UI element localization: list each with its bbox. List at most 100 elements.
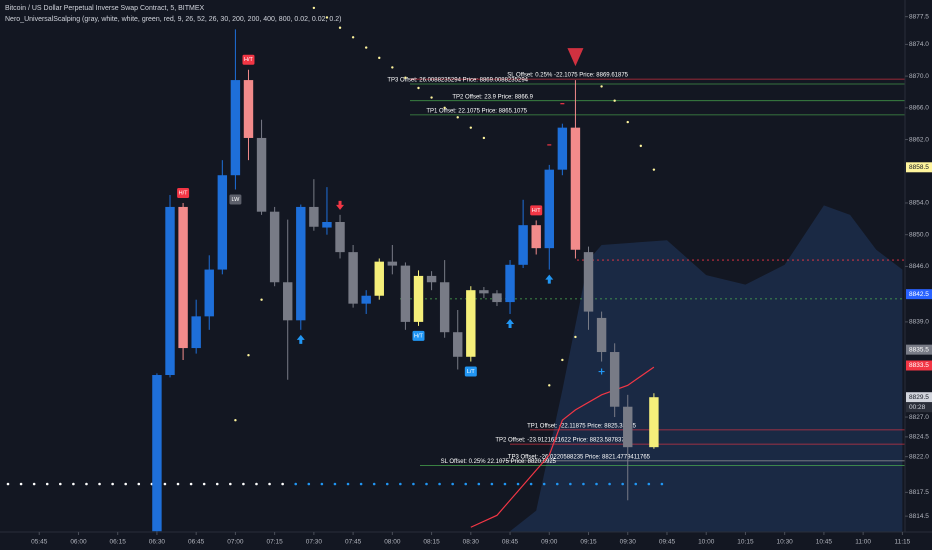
indicator-dot bbox=[59, 482, 62, 486]
x-tick-label: 09:45 bbox=[659, 539, 676, 546]
indicator-dot bbox=[137, 482, 141, 486]
sar-dot bbox=[456, 116, 459, 119]
sar-dot bbox=[351, 36, 355, 39]
sar-dot bbox=[548, 384, 551, 387]
y-tick-label: 8877.5 bbox=[909, 13, 929, 20]
sar-dot bbox=[338, 26, 342, 29]
indicator-dot bbox=[555, 482, 559, 486]
candle-body bbox=[596, 317, 607, 353]
candle-body bbox=[609, 352, 620, 407]
arrow-up bbox=[506, 318, 515, 328]
candle-body bbox=[518, 225, 528, 265]
signal-badge bbox=[242, 54, 255, 65]
candle-body bbox=[296, 206, 306, 321]
x-tick-label: 07:00 bbox=[227, 539, 244, 546]
indicator-dot bbox=[111, 482, 114, 486]
candle-body bbox=[204, 269, 214, 317]
candle-body bbox=[269, 211, 280, 283]
indicator-dot bbox=[163, 482, 167, 486]
level-label: SL Offset: 0.25% 22.1075 Price: 8820.892… bbox=[441, 459, 557, 465]
arrow-up bbox=[296, 334, 305, 344]
indicator-dot bbox=[19, 482, 23, 486]
price-tag-label: 8829.5 bbox=[909, 394, 929, 401]
x-tick-label: 07:45 bbox=[345, 539, 362, 546]
indicator-dot bbox=[215, 482, 219, 486]
arrow-up bbox=[545, 274, 554, 284]
indicator-dot bbox=[438, 482, 441, 486]
sar-dot bbox=[404, 76, 407, 79]
indicator-dot bbox=[503, 482, 507, 486]
sar-dot bbox=[234, 419, 237, 422]
x-tick-label: 06:15 bbox=[110, 539, 127, 546]
indicator-dot bbox=[6, 482, 10, 486]
x-tick-label: 11:15 bbox=[894, 539, 910, 546]
signal-label: H/T bbox=[244, 57, 254, 63]
candle-body bbox=[387, 261, 398, 266]
level-label: TP2 Offset: -23.9121621622 Price: 8823.5… bbox=[495, 438, 628, 444]
price-tag bbox=[906, 289, 932, 300]
candle-body bbox=[165, 206, 175, 376]
indicator-dot bbox=[595, 482, 598, 486]
candle-body bbox=[374, 261, 384, 296]
x-tick-label: 08:00 bbox=[384, 539, 401, 546]
candle-body bbox=[322, 221, 332, 228]
sar-dot bbox=[364, 46, 368, 49]
indicator-dot bbox=[307, 482, 311, 486]
y-tick-label: 8862.0 bbox=[909, 136, 929, 143]
indicator-dot bbox=[490, 482, 494, 486]
candle-body bbox=[152, 375, 162, 532]
price-tag-label: 8835.5 bbox=[909, 346, 929, 353]
plot-area: SL Offset: 0.25% -22.1075 Price: 8869.61… bbox=[6, 6, 905, 532]
triangle-down bbox=[567, 48, 584, 67]
candle-body bbox=[583, 252, 594, 312]
cloud-area bbox=[510, 205, 903, 532]
y-tick-label: 8824.5 bbox=[909, 434, 929, 441]
x-tick-label: 11:00 bbox=[855, 539, 871, 546]
candle-body bbox=[230, 80, 241, 176]
candle-body bbox=[309, 206, 319, 227]
candle-body bbox=[413, 275, 424, 322]
indicator-legend: Nero_UniversalScalping (gray, white, whi… bbox=[5, 16, 341, 23]
candle-body bbox=[439, 282, 450, 333]
candle-body bbox=[531, 225, 541, 249]
indicator-dot bbox=[176, 482, 180, 486]
indicator-dot bbox=[359, 482, 363, 486]
indicator-dot bbox=[202, 482, 206, 486]
indicator-dot bbox=[72, 482, 75, 486]
indicator-dot bbox=[412, 482, 415, 486]
x-tick-label: 10:30 bbox=[777, 539, 794, 546]
candle-body bbox=[623, 406, 633, 448]
y-tick-label: 8850.0 bbox=[909, 231, 929, 238]
indicator-dot bbox=[281, 482, 284, 486]
indicator-dot bbox=[385, 482, 389, 486]
x-tick-label: 07:30 bbox=[306, 539, 323, 546]
sar-dot bbox=[391, 66, 394, 69]
signal-badge bbox=[177, 187, 190, 198]
indicator-dot bbox=[542, 482, 546, 486]
x-tick-label: 09:15 bbox=[580, 539, 597, 546]
x-tick-label: 06:30 bbox=[149, 539, 166, 546]
x-tick-label: 07:15 bbox=[266, 539, 283, 546]
y-tick-label: 8866.0 bbox=[909, 105, 929, 112]
price-tag-label: 8858.5 bbox=[909, 164, 929, 171]
candle-body bbox=[243, 80, 254, 138]
candle-body bbox=[505, 264, 515, 303]
x-tick-label: 09:00 bbox=[541, 539, 558, 546]
y-tick-label: 8822.0 bbox=[909, 453, 929, 460]
sar-dot bbox=[312, 6, 316, 10]
y-tick-label: 8846.0 bbox=[909, 263, 929, 270]
candle-body bbox=[361, 295, 371, 304]
x-tick-label: 10:00 bbox=[698, 539, 715, 546]
indicator-dot bbox=[477, 482, 481, 486]
candle-body bbox=[466, 290, 476, 357]
candle-body bbox=[256, 137, 267, 212]
countdown-label: 00:28 bbox=[909, 404, 926, 411]
signal-badge bbox=[229, 194, 242, 205]
indicator-dot bbox=[529, 482, 533, 486]
candle-body bbox=[570, 127, 581, 250]
y-tick-label: 8870.0 bbox=[909, 73, 929, 80]
level-label: TP1 Offset: 22.1075 Price: 8865.1075 bbox=[426, 108, 527, 114]
sar-dot bbox=[652, 168, 656, 171]
indicator-dot bbox=[45, 482, 49, 486]
